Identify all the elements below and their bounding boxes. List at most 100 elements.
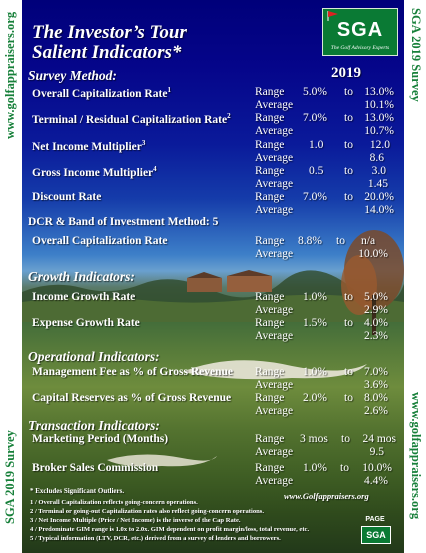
range-to: to [344, 165, 353, 177]
outliers-note: * Excludes Significant Outliers. [30, 487, 125, 495]
range-low: 2.0% [303, 392, 327, 404]
range-high: 20.0% [364, 191, 394, 203]
range-label: Range [255, 165, 285, 177]
range-label: Range [255, 317, 285, 329]
footnote-1: 1 / Overall Capitalization reflects goin… [30, 499, 198, 506]
footnote-ref: 4 [153, 165, 157, 173]
row-capital-reserves: Capital Reserves as % of Gross Revenue [32, 392, 231, 404]
footnote-2: 2 / Terminal or going-out Capitalization… [30, 508, 264, 515]
average-value: 2.9% [364, 304, 388, 316]
range-low: 7.0% [303, 112, 327, 124]
range-label: Range [255, 112, 285, 124]
section-growth: Growth Indicators: [28, 269, 135, 284]
average-label: Average [255, 99, 294, 111]
range-high: 4.0% [364, 317, 388, 329]
range-label: Range [255, 191, 285, 203]
range-label: Range [255, 433, 285, 445]
row-name: Overall Capitalization Rate [32, 235, 168, 247]
range-label: Range [255, 366, 285, 378]
average-value: 8.6 [369, 152, 384, 164]
survey-year: 2019 [331, 65, 361, 81]
range-to: to [344, 291, 353, 303]
row-name: Discount Rate [32, 191, 102, 203]
footer-website[interactable]: www.Golfappraisers.org [284, 491, 369, 501]
average-value: 14.0% [364, 204, 394, 216]
row-income-growth: Income Growth Rate [32, 291, 135, 303]
footnote-ref: 2 [227, 112, 231, 120]
range-low: 1.0 [309, 139, 324, 151]
sga-logo: SGA The Golf Advisory Experts [322, 8, 398, 56]
row-expense-growth: Expense Growth Rate [32, 317, 140, 329]
range-low: 1.0% [303, 291, 327, 303]
row-name: Marketing Period (Months) [32, 433, 169, 445]
average-value: 2.6% [364, 405, 388, 417]
range-low: 0.5 [309, 165, 324, 177]
range-low: 1.0% [303, 462, 327, 474]
range-low: 1.0% [303, 366, 327, 378]
flag-icon [327, 11, 338, 21]
range-label: Range [255, 235, 285, 247]
left-survey-text: SGA 2019 Survey [3, 430, 17, 524]
average-label: Average [255, 152, 294, 164]
average-label: Average [255, 248, 294, 260]
footnote-ref: 1 [167, 86, 171, 94]
average-label: Average [255, 178, 294, 190]
tree-graphic [341, 230, 404, 335]
page-badge: PAGE SGA [355, 516, 395, 546]
row-name: Broker Sales Commission [32, 462, 159, 474]
range-low: 3 mos [300, 433, 328, 445]
range-to: to [341, 433, 350, 445]
range-low: 8.8% [298, 235, 322, 247]
range-high: 12.0 [369, 139, 390, 151]
range-high: 10.0% [362, 462, 392, 474]
left-sidebar: www.golfappraisers.org SGA 2019 Survey [0, 0, 22, 553]
range-low: 1.5% [303, 317, 327, 329]
range-to: to [344, 392, 353, 404]
range-high: 7.0% [364, 366, 388, 378]
range-to: to [344, 191, 353, 203]
footnote-4: 4 / Predominate GIM range is 1.0x to 2.0… [30, 526, 310, 533]
footnote-3: 3 / Net Income Multiple (Price / Net Inc… [30, 517, 241, 524]
row-name: Net Income Multiplier [32, 140, 142, 153]
row-name: Income Growth Rate [32, 291, 136, 303]
row-overall-cap-rate: Overall Capitalization Rate1 [32, 86, 171, 100]
right-website-text: www.golfappraisers.org [409, 392, 423, 520]
row-name: Gross Income Multiplier [32, 166, 154, 179]
range-low: 5.0% [303, 86, 327, 98]
bunker-graphic [182, 360, 367, 380]
page-badge-box: SGA [361, 526, 391, 544]
average-label: Average [255, 204, 294, 216]
range-label: Range [255, 291, 285, 303]
range-to: to [336, 235, 345, 247]
range-to: to [344, 317, 353, 329]
range-high: n/a [361, 235, 376, 247]
average-value: 4.4% [364, 475, 388, 487]
row-terminal-cap-rate: Terminal / Residual Capitalization Rate2 [32, 112, 231, 126]
right-sidebar: SGA 2019 Survey www.golfappraisers.org [404, 0, 426, 553]
range-low: 7.0% [303, 191, 327, 203]
title-line-2: Salient Indicators* [32, 42, 182, 63]
average-label: Average [255, 446, 294, 458]
range-high: 8.0% [364, 392, 388, 404]
range-high: 13.0% [364, 112, 394, 124]
left-website-text: www.golfappraisers.org [3, 12, 17, 140]
title-line-1: The Investor’s Tour [32, 22, 187, 43]
bunker-graphic-2 [107, 454, 217, 467]
average-value: 10.1% [364, 99, 394, 111]
row-discount-rate: Discount Rate [32, 191, 101, 203]
range-high: 24 mos [362, 433, 396, 445]
average-label: Average [255, 475, 294, 487]
logo-subtitle: The Golf Advisory Experts [330, 45, 390, 51]
average-label: Average [255, 379, 294, 391]
logo-text: SGA [336, 19, 384, 41]
average-value: 10.7% [364, 125, 394, 137]
row-name: Overall Capitalization Rate [32, 87, 168, 100]
range-high: 3.0 [371, 165, 386, 177]
row-name: Expense Growth Rate [32, 317, 140, 329]
footnote-ref: 3 [141, 139, 146, 147]
row-name: Capital Reserves as % of Gross Revenue [32, 392, 232, 404]
right-survey-text: SGA 2019 Survey [409, 8, 423, 102]
range-label: Range [255, 86, 285, 98]
range-to: to [340, 462, 349, 474]
row-dcr-cap-rate: Overall Capitalization Rate [32, 235, 167, 247]
